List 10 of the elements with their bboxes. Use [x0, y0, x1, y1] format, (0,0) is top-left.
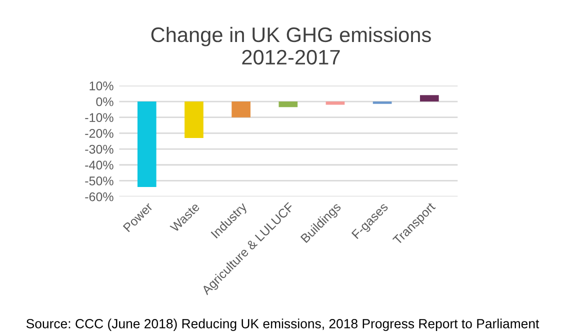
y-tick-label: -40% — [85, 160, 114, 170]
y-tick-label: -50% — [85, 176, 114, 186]
y-tick-label: 0% — [96, 97, 114, 106]
y-tick-label: -10% — [85, 113, 114, 122]
y-tick-label: -60% — [85, 192, 114, 202]
chart-title: Change in UK GHG emissions 2012-2017 — [151, 26, 431, 65]
y-tick-label: -30% — [85, 144, 114, 154]
source-note: Source: CCC (June 2018) Reducing UK emissions, 2018 Progress Report to Parliament — [26, 318, 540, 331]
y-tick-label: -20% — [85, 129, 114, 138]
y-tick-label: 10% — [90, 81, 114, 90]
